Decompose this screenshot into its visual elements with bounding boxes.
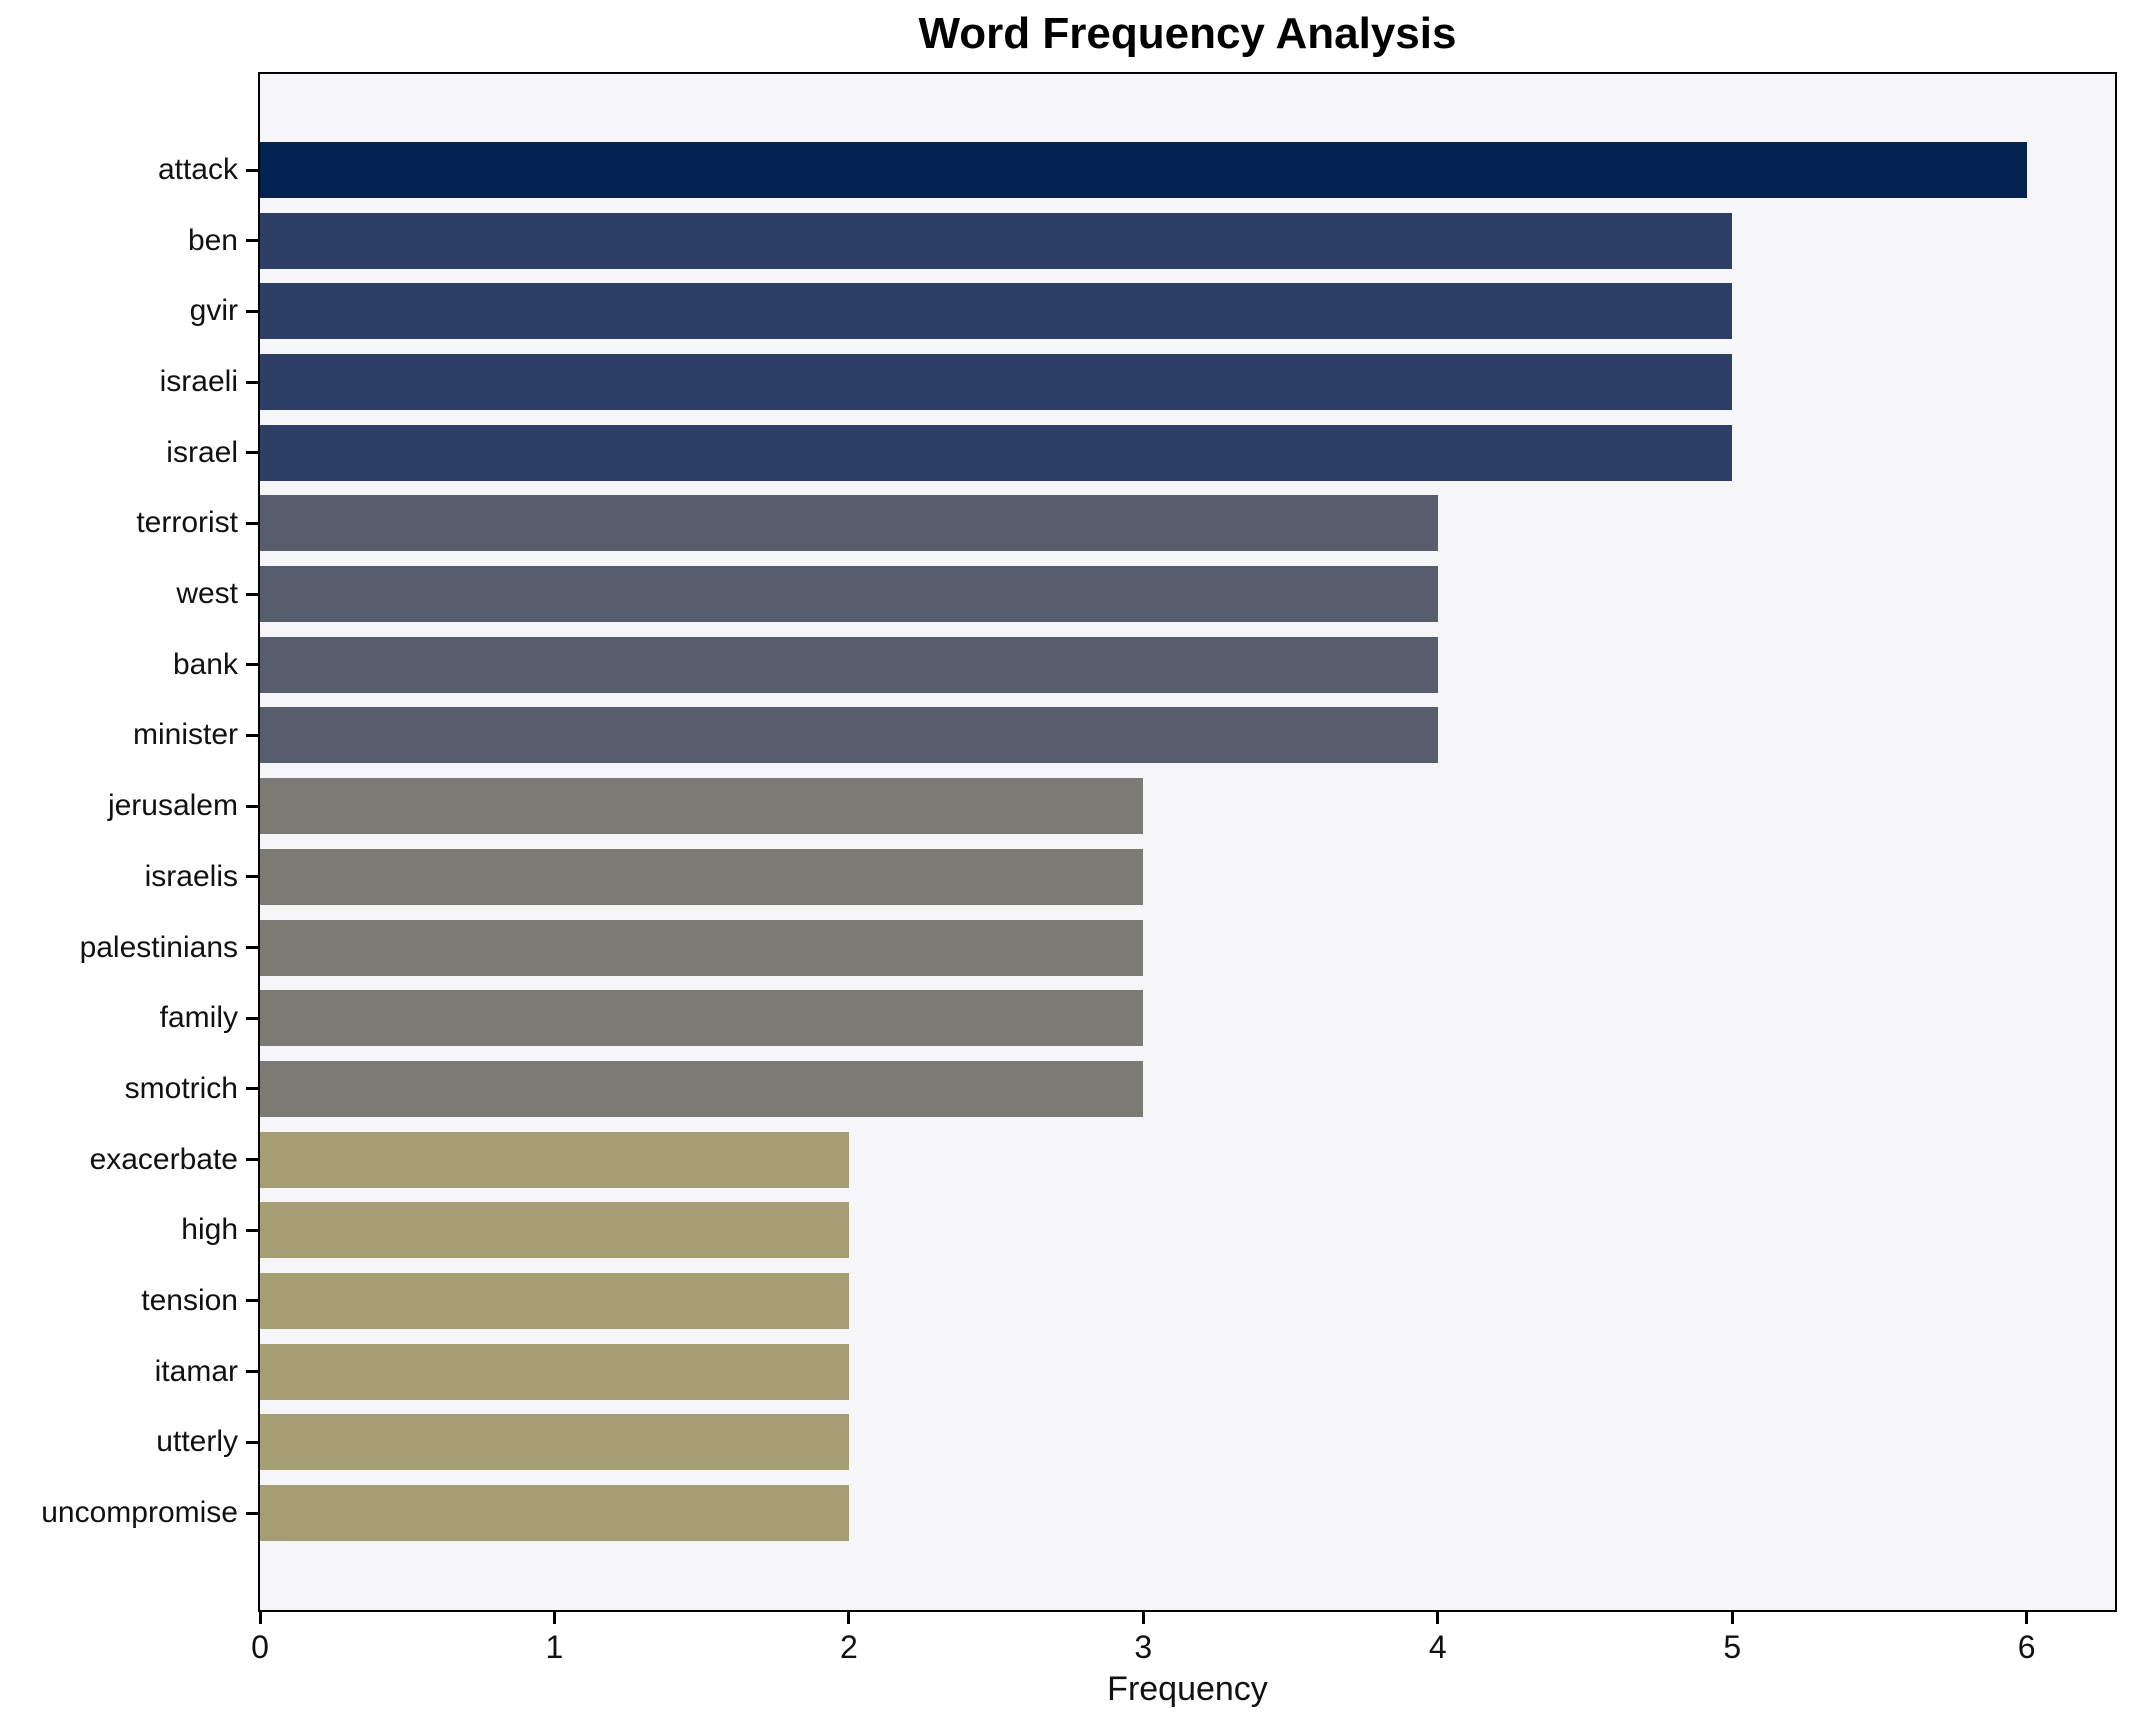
x-tick-mark — [1141, 1612, 1145, 1624]
bar-gvir — [260, 283, 1733, 340]
y-tick-label: itamar — [154, 1354, 238, 1388]
bar-smotrich — [260, 1060, 1144, 1117]
bar-exacerbate — [260, 1131, 849, 1188]
x-tick-label: 5 — [1723, 1629, 1742, 1665]
x-tick-mark — [847, 1612, 851, 1624]
y-tick-label: high — [181, 1213, 238, 1247]
y-tick-mark — [246, 733, 258, 737]
y-tick-label: israelis — [144, 859, 238, 893]
y-tick-mark — [246, 521, 258, 525]
bar-israeli — [260, 354, 1733, 411]
chart-title: Word Frequency Analysis — [918, 9, 1457, 58]
y-tick-mark — [246, 451, 258, 455]
x-axis-label: Frequency — [1107, 1670, 1268, 1708]
x-tick-label: 4 — [1428, 1629, 1447, 1665]
x-tick-mark — [1730, 1612, 1734, 1624]
bar-family — [260, 990, 1144, 1047]
bar-utterly — [260, 1414, 849, 1471]
y-tick-mark — [246, 1228, 258, 1232]
y-tick-label: family — [159, 1001, 238, 1035]
bar-minister — [260, 707, 1438, 764]
y-tick-mark — [246, 592, 258, 596]
bar-israelis — [260, 848, 1144, 905]
y-tick-mark — [246, 1158, 258, 1162]
bar-bank — [260, 636, 1438, 693]
y-tick-mark — [246, 1016, 258, 1020]
x-tick-mark — [258, 1612, 262, 1624]
y-tick-mark — [246, 946, 258, 950]
y-tick-label: gvir — [189, 294, 238, 328]
bar-west — [260, 566, 1438, 623]
bar-tension — [260, 1272, 849, 1329]
y-tick-label: jerusalem — [107, 789, 238, 823]
y-tick-mark — [246, 1440, 258, 1444]
x-tick-label: 0 — [251, 1629, 269, 1665]
y-tick-label: bank — [172, 647, 238, 681]
y-tick-label: israeli — [159, 365, 238, 399]
x-tick-label: 6 — [2017, 1629, 2036, 1665]
bar-jerusalem — [260, 778, 1144, 835]
y-tick-mark — [246, 239, 258, 243]
bar-palestinians — [260, 919, 1144, 976]
y-tick-mark — [246, 380, 258, 384]
y-tick-label: minister — [132, 718, 238, 752]
plot-area — [258, 72, 2117, 1612]
y-tick-label: israel — [166, 435, 238, 469]
y-tick-label: attack — [157, 153, 238, 186]
bar-terrorist — [260, 495, 1438, 552]
y-tick-label: utterly — [156, 1425, 238, 1459]
x-tick-mark — [2025, 1612, 2029, 1624]
y-tick-label: exacerbate — [89, 1142, 238, 1176]
y-tick-mark — [246, 804, 258, 808]
y-tick-mark — [246, 875, 258, 879]
x-tick-label: 1 — [545, 1629, 564, 1665]
y-tick-mark — [246, 1299, 258, 1303]
y-tick-label: smotrich — [124, 1071, 238, 1105]
y-tick-mark — [246, 1511, 258, 1515]
y-tick-label: west — [176, 577, 238, 611]
x-tick-label: 2 — [839, 1629, 858, 1665]
x-tick-mark — [1436, 1612, 1440, 1624]
bar-uncompromise — [260, 1485, 849, 1541]
y-tick-label: palestinians — [79, 930, 238, 964]
x-tick-mark — [552, 1612, 556, 1624]
y-tick-mark — [246, 663, 258, 667]
y-tick-label: terrorist — [136, 506, 238, 540]
y-tick-mark — [246, 168, 258, 172]
x-tick-label: 3 — [1134, 1629, 1153, 1665]
bar-attack — [260, 142, 2027, 198]
y-tick-label: uncompromise — [41, 1496, 238, 1529]
y-tick-mark — [246, 1370, 258, 1374]
y-tick-mark — [246, 1087, 258, 1091]
bar-israel — [260, 424, 1733, 481]
bar-ben — [260, 212, 1733, 269]
bar-high — [260, 1202, 849, 1259]
bar-itamar — [260, 1343, 849, 1400]
y-tick-label: tension — [141, 1283, 238, 1317]
y-tick-label: ben — [187, 223, 238, 257]
y-tick-mark — [246, 309, 258, 313]
